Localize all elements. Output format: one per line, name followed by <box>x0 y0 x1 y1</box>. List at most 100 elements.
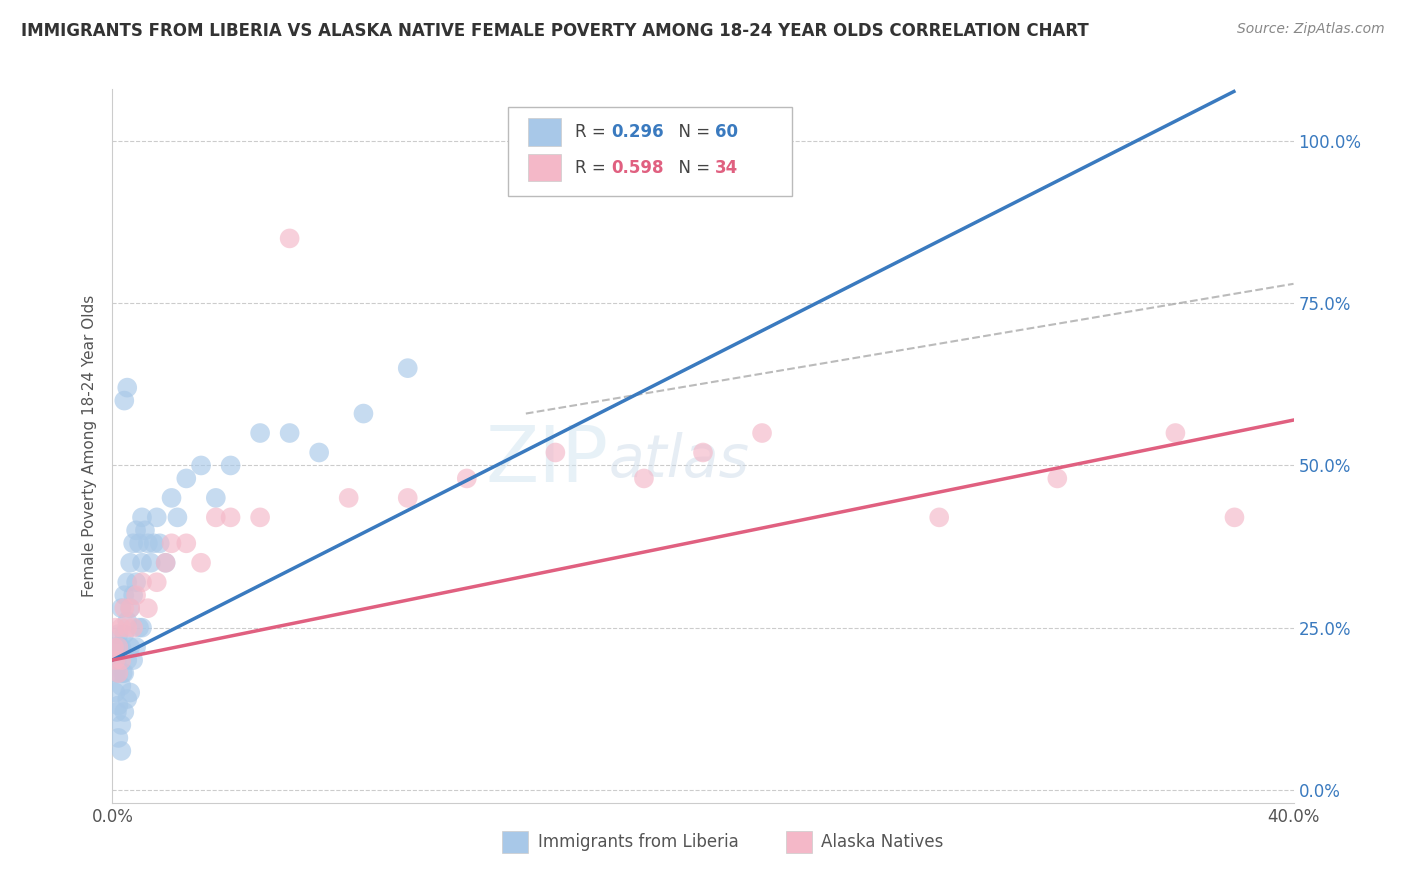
Point <box>111 666 134 681</box>
Text: 0.296: 0.296 <box>610 123 664 141</box>
Point <box>125 640 148 654</box>
Point <box>131 575 153 590</box>
Point <box>105 705 128 719</box>
Text: Source: ZipAtlas.com: Source: ZipAtlas.com <box>1237 22 1385 37</box>
Y-axis label: Female Poverty Among 18-24 Year Olds: Female Poverty Among 18-24 Year Olds <box>82 295 97 597</box>
Point <box>104 621 127 635</box>
Point <box>110 744 132 758</box>
Point <box>117 692 138 706</box>
Point <box>110 718 132 732</box>
Point <box>174 471 197 485</box>
Point <box>108 640 131 654</box>
Point <box>456 471 478 485</box>
Point <box>136 601 159 615</box>
Point <box>120 556 142 570</box>
Point <box>139 556 162 570</box>
Point <box>146 575 169 590</box>
Point <box>122 588 145 602</box>
Point <box>128 621 150 635</box>
Point <box>1046 471 1069 485</box>
Point <box>122 653 145 667</box>
Point <box>190 458 212 473</box>
Point <box>122 536 145 550</box>
Point <box>128 536 150 550</box>
Point <box>249 510 271 524</box>
Point <box>120 685 142 699</box>
Point <box>107 640 129 654</box>
Text: atlas: atlas <box>609 432 749 489</box>
Text: N =: N = <box>668 159 714 177</box>
Point <box>219 458 242 473</box>
Point <box>396 491 419 505</box>
Point <box>249 425 271 440</box>
Point <box>112 705 135 719</box>
Point <box>104 640 127 654</box>
Point <box>104 666 127 681</box>
Point <box>134 524 156 538</box>
Point <box>120 601 142 615</box>
Point <box>107 731 129 745</box>
Point <box>751 425 773 440</box>
Point <box>122 621 145 635</box>
Point <box>160 536 183 550</box>
Point <box>1164 425 1187 440</box>
Point <box>131 510 153 524</box>
Point <box>205 491 228 505</box>
Point <box>166 510 188 524</box>
Point <box>125 588 148 602</box>
Point <box>110 601 132 615</box>
Point <box>107 698 129 713</box>
Text: Alaska Natives: Alaska Natives <box>821 833 943 851</box>
Point <box>125 575 148 590</box>
Point <box>352 407 374 421</box>
Point <box>205 510 228 524</box>
Text: 0.598: 0.598 <box>610 159 664 177</box>
Point <box>544 445 567 459</box>
Text: N =: N = <box>668 123 714 141</box>
FancyBboxPatch shape <box>502 830 529 854</box>
Text: R =: R = <box>575 159 612 177</box>
Point <box>117 575 138 590</box>
Point <box>110 640 132 654</box>
Point <box>107 666 129 681</box>
Point <box>103 653 125 667</box>
FancyBboxPatch shape <box>529 119 561 145</box>
Point <box>155 556 177 570</box>
Point <box>112 393 135 408</box>
Point <box>131 556 153 570</box>
Point <box>107 627 129 641</box>
Point <box>131 621 153 635</box>
Point <box>103 640 125 654</box>
Text: IMMIGRANTS FROM LIBERIA VS ALASKA NATIVE FEMALE POVERTY AMONG 18-24 YEAR OLDS CO: IMMIGRANTS FROM LIBERIA VS ALASKA NATIVE… <box>21 22 1088 40</box>
Point <box>142 536 165 550</box>
Point <box>112 627 135 641</box>
Point <box>110 653 132 667</box>
Text: 34: 34 <box>714 159 738 177</box>
Text: 60: 60 <box>714 123 738 141</box>
Text: ZIP: ZIP <box>485 422 609 499</box>
Point <box>112 588 135 602</box>
Point <box>149 536 172 550</box>
FancyBboxPatch shape <box>508 107 792 196</box>
Point <box>337 491 360 505</box>
Point <box>107 666 129 681</box>
Point <box>174 536 197 550</box>
Point <box>120 640 142 654</box>
Point <box>112 601 135 615</box>
Point <box>117 653 138 667</box>
Point <box>104 685 127 699</box>
FancyBboxPatch shape <box>786 830 811 854</box>
Point <box>928 510 950 524</box>
Point <box>278 425 301 440</box>
Point <box>190 556 212 570</box>
Point <box>110 621 132 635</box>
Point <box>117 621 138 635</box>
Point <box>219 510 242 524</box>
Point <box>117 614 138 628</box>
Point <box>110 679 132 693</box>
Point <box>155 556 177 570</box>
Point <box>104 653 127 667</box>
Point <box>120 601 142 615</box>
Point <box>308 445 330 459</box>
Point <box>117 381 138 395</box>
